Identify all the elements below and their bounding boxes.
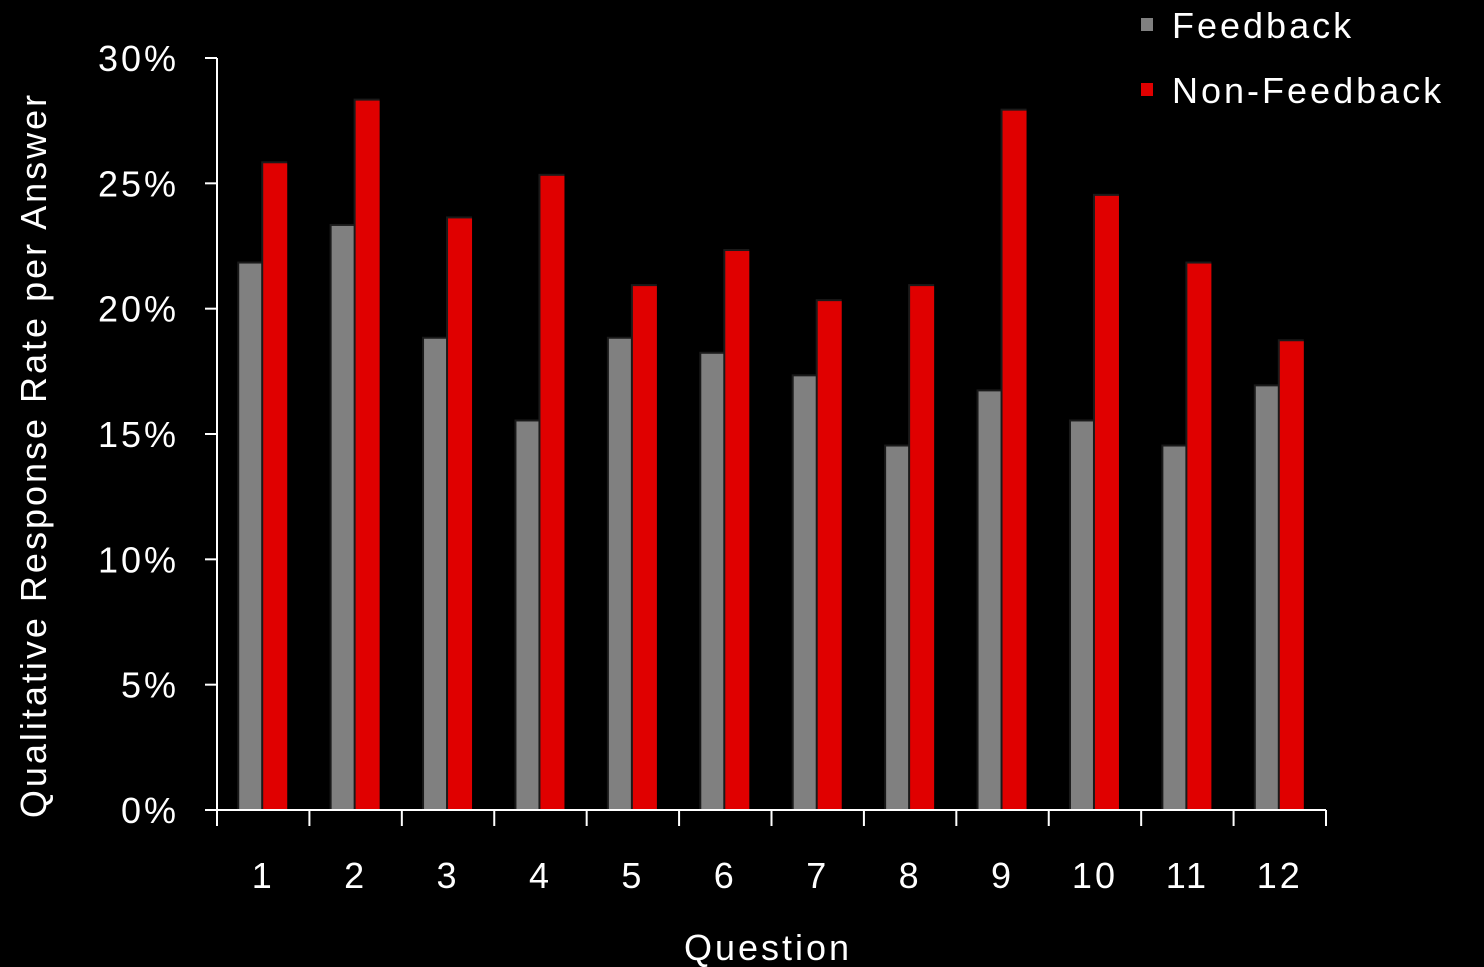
y-tick-label: 0% — [121, 790, 179, 831]
bar-feedback-q1 — [239, 264, 263, 810]
bar-feedback-q10 — [1071, 421, 1095, 810]
bar-feedback-q12 — [1256, 386, 1280, 810]
bar-non-feedback-q3 — [448, 218, 472, 810]
x-tick-label: 7 — [806, 855, 829, 896]
legend-swatch-non-feedback — [1141, 83, 1153, 96]
x-tick-label: 6 — [714, 855, 737, 896]
x-tick-label: 1 — [252, 855, 275, 896]
y-tick-label: 20% — [98, 289, 179, 330]
bar-non-feedback-q10 — [1095, 196, 1119, 810]
bar-non-feedback-q12 — [1280, 341, 1304, 810]
x-axis-title: Question — [684, 927, 852, 967]
x-tick-label: 11 — [1166, 855, 1209, 896]
x-tick-label: 4 — [529, 855, 552, 896]
bar-non-feedback-q2 — [356, 101, 380, 810]
bar-non-feedback-q8 — [910, 286, 934, 810]
legend-swatch-feedback — [1141, 18, 1153, 31]
x-tick-label: 9 — [991, 855, 1014, 896]
y-tick-label: 25% — [98, 163, 179, 204]
y-tick-label: 30% — [98, 38, 179, 79]
y-axis-title: Qualitative Response Rate per Answer — [13, 92, 54, 818]
bar-feedback-q7 — [794, 376, 818, 810]
y-tick-label: 10% — [98, 539, 179, 580]
bar-non-feedback-q1 — [263, 163, 287, 810]
x-tick-label: 2 — [344, 855, 367, 896]
x-tick-label: 5 — [621, 855, 644, 896]
bar-non-feedback-q7 — [818, 301, 842, 810]
bar-feedback-q6 — [701, 354, 725, 810]
x-tick-label: 10 — [1072, 855, 1118, 896]
x-tick-label: 8 — [899, 855, 922, 896]
x-tick-label: 12 — [1257, 855, 1303, 896]
y-tick-label: 5% — [121, 665, 179, 706]
bar-feedback-q11 — [1163, 447, 1187, 810]
bar-non-feedback-q4 — [540, 176, 564, 810]
bar-non-feedback-q11 — [1187, 264, 1211, 810]
bar-non-feedback-q9 — [1003, 111, 1027, 810]
y-tick-label: 15% — [98, 414, 179, 455]
bar-feedback-q2 — [332, 226, 356, 810]
legend-label-non-feedback: Non-Feedback — [1172, 70, 1444, 111]
bar-non-feedback-q6 — [725, 251, 749, 810]
bar-feedback-q5 — [609, 339, 633, 810]
legend-label-feedback: Feedback — [1172, 5, 1354, 46]
x-tick-label: 3 — [437, 855, 460, 896]
bar-feedback-q3 — [424, 339, 448, 810]
bar-non-feedback-q5 — [633, 286, 657, 810]
bar-feedback-q4 — [516, 421, 540, 810]
bar-feedback-q8 — [886, 447, 910, 810]
bar-feedback-q9 — [979, 391, 1003, 810]
